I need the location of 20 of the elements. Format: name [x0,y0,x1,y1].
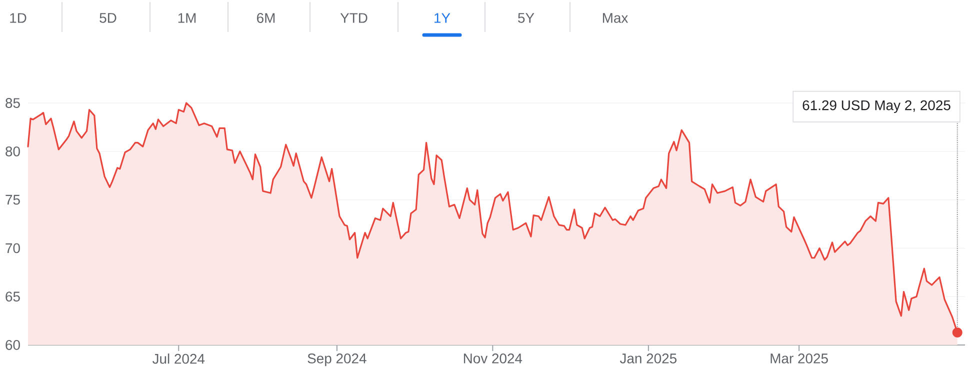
text: 1D [10,13,26,23]
text: Max [602,13,628,23]
y-tick-label: 65 [6,292,20,302]
text: YTD [340,13,368,23]
x-tick-label: Nov 2024 [464,354,522,364]
text: 1M [178,13,196,23]
x-tick-label: Mar 2025 [770,354,828,364]
y-tick-label: 80 [6,146,20,156]
x-tick-label: Jan 2025 [620,354,677,364]
text: 6M [257,13,275,23]
text: 5Y [518,13,534,23]
x-tick-label: Jul 2024 [152,354,205,364]
x-tick-label: Sep 2024 [308,354,366,366]
y-tick-label: 60 [6,340,20,350]
y-tick-label: 85 [6,98,20,108]
text: 1Y [434,13,450,23]
text: 5D [100,13,116,23]
annotation: 61.29 USD May 2, 2025 [802,100,950,113]
y-tick-label: 70 [6,243,20,254]
y-tick-label: 75 [6,194,20,205]
